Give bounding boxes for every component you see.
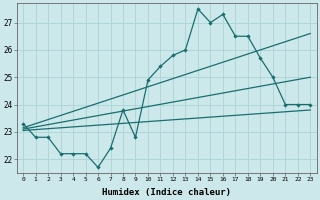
X-axis label: Humidex (Indice chaleur): Humidex (Indice chaleur) bbox=[102, 188, 231, 197]
